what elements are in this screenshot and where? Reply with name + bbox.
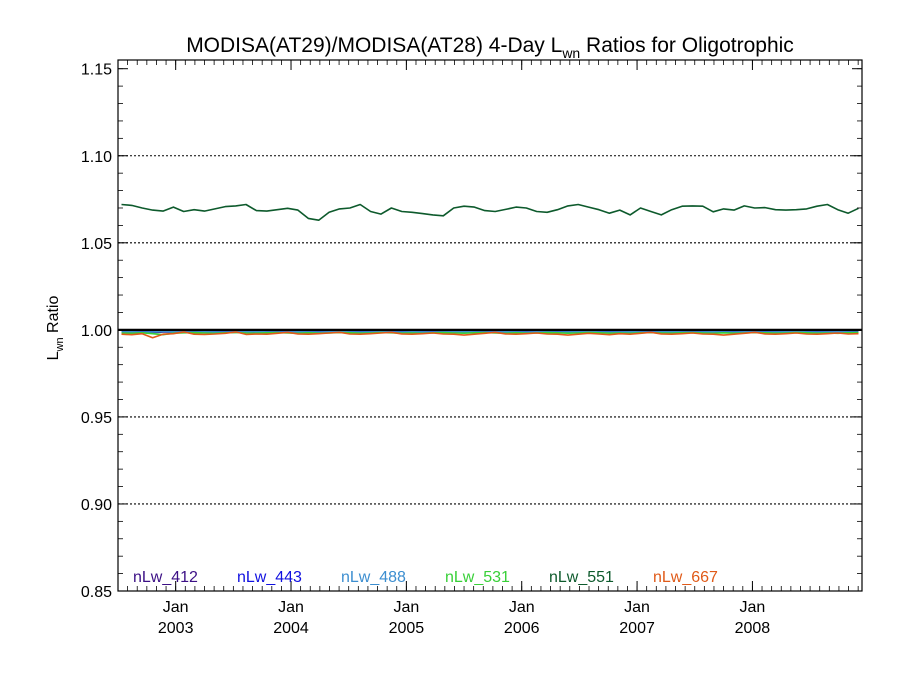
title-sub: wn [561, 45, 580, 61]
ylabel-tail: Ratio [45, 296, 62, 338]
x-tick-month-4: Jan [624, 599, 650, 616]
x-tick-year-5: 2008 [735, 620, 771, 637]
series-line-nLw_551 [121, 203, 859, 221]
legend-entry-nLw_488: nLw_488 [341, 569, 406, 586]
plot-frame [117, 59, 863, 592]
y-tick-label-1: 0.90 [81, 497, 112, 514]
x-tick-year-0: 2003 [158, 620, 194, 637]
y-tick-label-4: 1.05 [81, 236, 112, 253]
legend-entry-nLw_412: nLw_412 [133, 569, 198, 586]
x-tick-year-3: 2006 [504, 620, 540, 637]
y-tick-label-2: 0.95 [81, 410, 112, 427]
y-tick-label-0: 0.85 [81, 584, 112, 601]
legend-entry-nLw_443: nLw_443 [237, 569, 302, 586]
x-tick-year-2: 2005 [389, 620, 425, 637]
series-layer [121, 203, 859, 339]
legend-entry-nLw_551: nLw_551 [549, 569, 614, 586]
y-tick-label-6: 1.15 [81, 62, 112, 79]
chart-title: MODISA(AT29)/MODISA(AT28) 4-Day Lwn Rati… [186, 34, 794, 61]
x-tick-year-1: 2004 [273, 620, 309, 637]
axis-ticks: 0.85 0.90 0.95 1.00 1.05 1.10 1.15 Jan 2003 Jan 20… [81, 60, 862, 637]
y-tick-label-3: 1.00 [81, 323, 112, 340]
y-tick-label-5: 1.10 [81, 149, 112, 166]
x-tick-year-4: 2007 [619, 620, 655, 637]
x-tick-month-1: Jan [278, 599, 304, 616]
title-main: MODISA(AT29)/MODISA(AT28) 4-Day L [186, 34, 562, 57]
legend-entry-nLw_531: nLw_531 [445, 569, 510, 586]
x-tick-month-3: Jan [509, 599, 535, 616]
y-axis-label: Lwn Ratio [45, 296, 66, 361]
grid [118, 155, 862, 505]
x-tick-month-2: Jan [393, 599, 419, 616]
x-tick-month-5: Jan [740, 599, 766, 616]
title-tail: Ratios for Oligotrophic [580, 34, 794, 57]
x-tick-month-0: Jan [163, 599, 189, 616]
ylabel-sub: wn [54, 337, 66, 352]
series-line-nLw_667 [121, 331, 859, 339]
legend: nLw_412 nLw_443 nLw_488 nLw_531 nLw_551 nLw_6… [133, 569, 718, 586]
ylabel-main: L [45, 351, 62, 360]
legend-entry-nLw_667: nLw_667 [653, 569, 718, 586]
